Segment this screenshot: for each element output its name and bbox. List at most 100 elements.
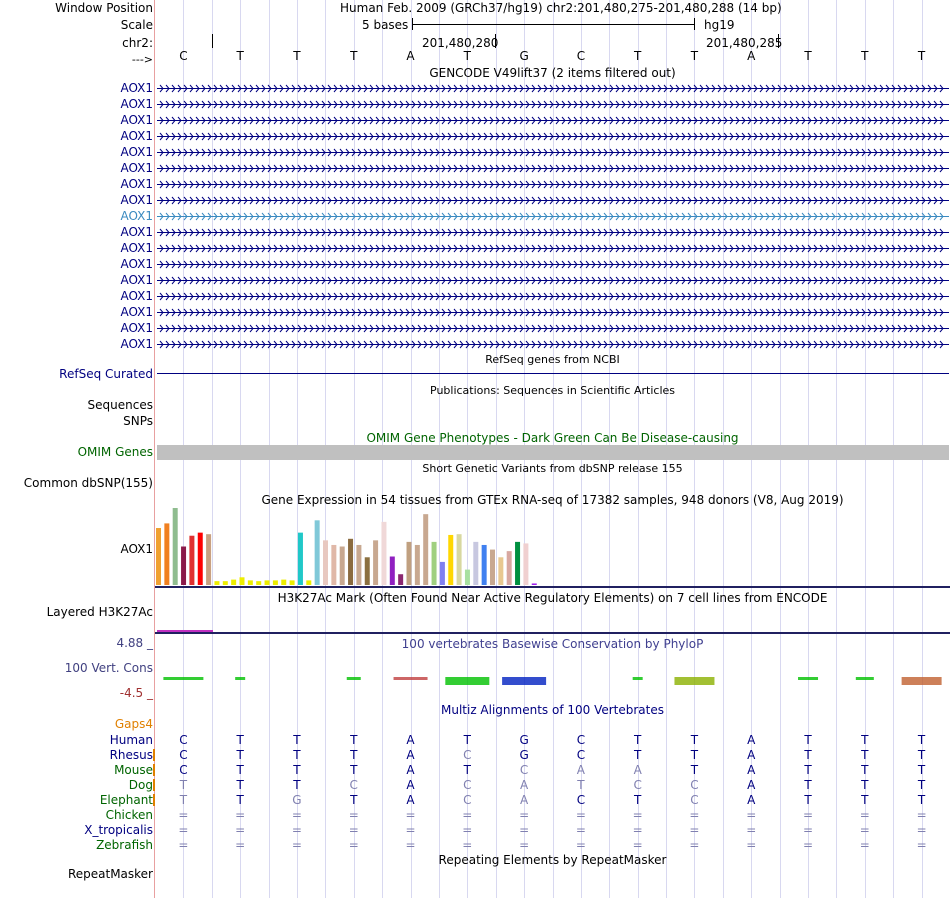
gencode-item-label[interactable]: AOX1 <box>120 289 153 303</box>
gencode-transcript[interactable] <box>157 84 949 93</box>
gtex-tissue-bar[interactable] <box>506 551 512 585</box>
gencode-item-label[interactable]: AOX1 <box>120 97 153 111</box>
refseq-title[interactable]: RefSeq genes from NCBI <box>485 353 620 366</box>
gtex-tissue-bar[interactable] <box>473 541 479 585</box>
gtex-tissue-bar[interactable] <box>356 544 362 585</box>
gtex-tissue-bar[interactable] <box>515 541 521 585</box>
gtex-tissue-bar[interactable] <box>156 528 161 585</box>
gtex-tissue-bar[interactable] <box>331 544 337 585</box>
gtex-tissue-bar[interactable] <box>172 508 178 585</box>
gtex-tissue-bar[interactable] <box>264 580 270 585</box>
gencode-transcript[interactable] <box>157 292 949 301</box>
gtex-tissue-bar[interactable] <box>389 556 395 585</box>
gencode-item-label[interactable]: AOX1 <box>120 177 153 191</box>
gencode-item-label[interactable]: AOX1 <box>120 241 153 255</box>
repeatmasker-label[interactable]: RepeatMasker <box>67 867 153 881</box>
species-label[interactable]: Rhesus <box>109 748 153 762</box>
gtex-tissue-bar[interactable] <box>297 532 303 585</box>
gtex-tissue-bar[interactable] <box>431 541 437 585</box>
gtex-tissue-bar[interactable] <box>406 541 412 585</box>
h3k27-title[interactable]: H3K27Ac Mark (Often Found Near Active Re… <box>277 591 828 605</box>
gencode-item-label[interactable]: AOX1 <box>120 81 153 95</box>
gtex-tissue-bar[interactable] <box>339 546 345 586</box>
gencode-transcript[interactable] <box>157 100 949 109</box>
gtex-tissue-bar[interactable] <box>490 549 495 585</box>
gencode-item-label[interactable]: AOX1 <box>120 129 153 143</box>
gtex-tissue-bar[interactable] <box>398 574 404 585</box>
gencode-transcript[interactable] <box>157 308 949 317</box>
cons-label[interactable]: 100 Vert. Cons <box>64 661 153 675</box>
gtex-tissue-bar[interactable] <box>289 580 295 585</box>
gencode-transcript[interactable] <box>157 276 949 285</box>
gtex-tissue-bar[interactable] <box>231 579 237 585</box>
refseq-label[interactable]: RefSeq Curated <box>59 367 153 381</box>
gencode-item-label[interactable]: AOX1 <box>120 337 153 351</box>
gtex-tissue-bar[interactable] <box>272 580 278 585</box>
species-label[interactable]: Human <box>109 733 153 747</box>
gencode-item-label[interactable]: AOX1 <box>120 257 153 271</box>
gencode-transcript[interactable] <box>157 212 949 221</box>
gtex-tissue-bar[interactable] <box>306 580 312 585</box>
gencode-item-label[interactable]: AOX1 <box>120 193 153 207</box>
gencode-transcript[interactable] <box>157 260 949 269</box>
gtex-tissue-bar[interactable] <box>214 581 220 585</box>
species-label[interactable]: Zebrafish <box>96 838 153 852</box>
gencode-item-label[interactable]: AOX1 <box>120 113 153 127</box>
gtex-tissue-bar[interactable] <box>464 569 470 585</box>
gtex-tissue-bar[interactable] <box>181 546 187 586</box>
cons-chart[interactable] <box>155 668 950 694</box>
repeatmasker-title[interactable]: Repeating Elements by RepeatMasker <box>438 853 667 867</box>
gencode-transcript[interactable] <box>157 116 949 125</box>
gtex-tissue-bar[interactable] <box>456 534 462 585</box>
gencode-transcript[interactable] <box>157 164 949 173</box>
gencode-item-label[interactable]: AOX1 <box>120 321 153 335</box>
gtex-tissue-bar[interactable] <box>323 540 328 585</box>
gtex-tissue-bar[interactable] <box>381 521 387 585</box>
gencode-title[interactable]: GENCODE V49lift37 (2 items filtered out) <box>429 66 676 80</box>
cons-title[interactable]: 100 vertebrates Basewise Conservation by… <box>401 637 704 651</box>
gtex-tissue-bar[interactable] <box>523 543 529 585</box>
gtex-label[interactable]: AOX1 <box>120 542 153 556</box>
gencode-item-label[interactable]: AOX1 <box>120 305 153 319</box>
gtex-tissue-bar[interactable] <box>281 579 287 585</box>
gencode-transcript[interactable] <box>157 340 949 349</box>
species-label[interactable]: Mouse <box>114 763 153 777</box>
species-label[interactable]: X_tropicalis <box>84 823 153 837</box>
gtex-tissue-bar[interactable] <box>348 538 354 585</box>
gtex-tissue-bar[interactable] <box>247 580 253 585</box>
species-label[interactable]: Dog <box>128 778 153 792</box>
gtex-tissue-bar[interactable] <box>164 523 170 585</box>
gtex-tissue-bar[interactable] <box>439 561 445 585</box>
omim-title[interactable]: OMIM Gene Phenotypes - Dark Green Can Be… <box>366 431 739 445</box>
gtex-tissue-bar[interactable] <box>448 534 454 585</box>
refseq-gene-line[interactable] <box>157 373 949 374</box>
gencode-transcript[interactable] <box>157 244 949 253</box>
gtex-tissue-bar[interactable] <box>222 581 228 585</box>
omim-label[interactable]: OMIM Genes <box>77 445 153 459</box>
gencode-transcript[interactable] <box>157 324 949 333</box>
pubs-title[interactable]: Publications: Sequences in Scientific Ar… <box>430 384 675 397</box>
gencode-transcript[interactable] <box>157 180 949 189</box>
gtex-tissue-bar[interactable] <box>414 544 420 585</box>
h3k27-label[interactable]: Layered H3K27Ac <box>46 605 153 619</box>
gtex-tissue-bar[interactable] <box>423 514 429 585</box>
gencode-item-label[interactable]: AOX1 <box>120 161 153 175</box>
species-label[interactable]: Chicken <box>105 808 153 822</box>
gencode-item-label[interactable]: AOX1 <box>120 225 153 239</box>
gtex-tissue-bar[interactable] <box>364 557 370 585</box>
omim-gene-bar[interactable] <box>157 445 949 460</box>
gtex-tissue-bar[interactable] <box>189 535 195 585</box>
gencode-transcript[interactable] <box>157 148 949 157</box>
gencode-item-label[interactable]: AOX1 <box>120 273 153 287</box>
pubs-label-sequences[interactable]: Sequences <box>87 398 153 412</box>
gtex-tissue-bar[interactable] <box>481 544 487 585</box>
gtex-tissue-bar[interactable] <box>531 583 537 585</box>
dbsnp-label[interactable]: Common dbSNP(155) <box>23 476 153 490</box>
gencode-item-label[interactable]: AOX1 <box>120 145 153 159</box>
gtex-title[interactable]: Gene Expression in 54 tissues from GTEx … <box>261 493 844 507</box>
gtex-chart[interactable] <box>155 508 950 588</box>
gtex-tissue-bar[interactable] <box>498 557 504 585</box>
gencode-transcript[interactable] <box>157 228 949 237</box>
pubs-label-snps[interactable]: SNPs <box>123 414 153 428</box>
species-label[interactable]: Elephant <box>99 793 153 807</box>
